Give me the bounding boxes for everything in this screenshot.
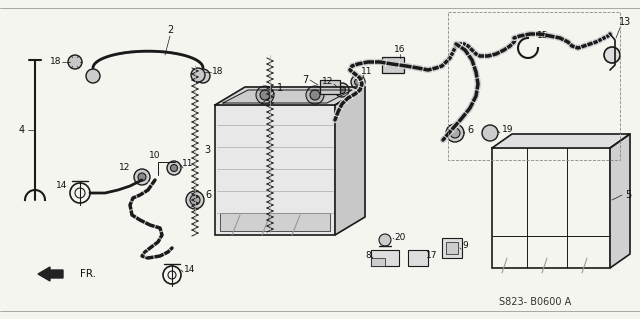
- Text: 18: 18: [51, 57, 61, 66]
- Bar: [408, 250, 428, 266]
- Circle shape: [68, 55, 82, 69]
- Text: 3: 3: [204, 145, 210, 155]
- Text: 13: 13: [619, 17, 631, 27]
- Circle shape: [335, 83, 349, 97]
- Circle shape: [446, 124, 464, 142]
- Circle shape: [167, 161, 181, 175]
- Polygon shape: [492, 134, 630, 148]
- Text: 6: 6: [467, 125, 473, 135]
- Circle shape: [138, 173, 146, 181]
- Polygon shape: [335, 87, 365, 235]
- Text: 12: 12: [323, 78, 333, 86]
- Circle shape: [482, 125, 498, 141]
- Circle shape: [170, 165, 177, 172]
- Bar: [320, 80, 340, 94]
- Bar: [220, 213, 330, 231]
- Circle shape: [306, 86, 324, 104]
- Circle shape: [450, 128, 460, 138]
- Bar: [382, 57, 404, 73]
- Text: 16: 16: [394, 46, 406, 55]
- Text: 6: 6: [205, 190, 211, 200]
- Text: 11: 11: [182, 159, 194, 167]
- Text: 18: 18: [212, 68, 224, 77]
- Text: 15: 15: [537, 32, 548, 41]
- Text: 9: 9: [462, 241, 468, 249]
- Text: FR.: FR.: [80, 269, 96, 279]
- Text: 20: 20: [394, 233, 406, 241]
- Bar: [446, 242, 458, 254]
- Circle shape: [339, 86, 346, 93]
- Text: 10: 10: [149, 152, 161, 160]
- Text: 8: 8: [365, 251, 371, 261]
- Text: 4: 4: [19, 125, 25, 135]
- Bar: [371, 250, 399, 266]
- Bar: [215, 105, 335, 235]
- Circle shape: [604, 47, 620, 63]
- Circle shape: [191, 68, 205, 82]
- Polygon shape: [215, 87, 365, 105]
- Text: S823- B0600 A: S823- B0600 A: [499, 297, 571, 307]
- Text: 7: 7: [302, 75, 308, 85]
- Circle shape: [256, 86, 274, 104]
- Circle shape: [379, 234, 391, 246]
- Circle shape: [355, 78, 362, 85]
- Polygon shape: [223, 90, 352, 103]
- FancyArrow shape: [38, 267, 63, 281]
- Bar: [371, 258, 385, 266]
- Circle shape: [186, 191, 204, 209]
- Text: 17: 17: [426, 250, 438, 259]
- Text: 19: 19: [502, 125, 514, 135]
- Text: 2: 2: [167, 25, 173, 35]
- Circle shape: [190, 195, 200, 205]
- Text: 11: 11: [361, 68, 372, 77]
- Circle shape: [196, 69, 210, 83]
- Bar: [492, 148, 610, 268]
- Bar: [442, 238, 462, 258]
- Text: 12: 12: [119, 164, 131, 173]
- Circle shape: [134, 169, 150, 185]
- Text: 1: 1: [277, 83, 283, 93]
- Circle shape: [260, 90, 270, 100]
- Polygon shape: [610, 134, 630, 268]
- Text: 14: 14: [56, 182, 68, 190]
- Circle shape: [86, 69, 100, 83]
- Circle shape: [310, 90, 320, 100]
- Text: 14: 14: [184, 265, 196, 275]
- Text: 5: 5: [625, 190, 631, 200]
- Circle shape: [351, 75, 365, 89]
